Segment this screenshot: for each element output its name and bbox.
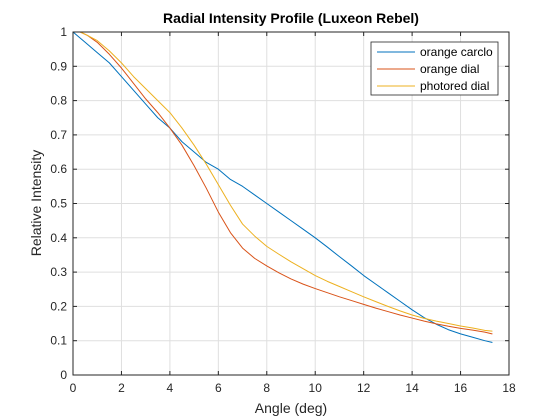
x-tick-label: 12 — [357, 381, 371, 395]
y-tick-label: 0.9 — [50, 59, 67, 73]
y-tick-label: 0.5 — [50, 197, 67, 211]
y-tick-label: 0.4 — [50, 231, 67, 245]
x-tick-label: 18 — [502, 381, 516, 395]
x-tick-label: 4 — [167, 381, 174, 395]
chart-title: Radial Intensity Profile (Luxeon Rebel) — [163, 10, 419, 26]
x-tick-label: 16 — [454, 381, 468, 395]
y-axis-label: Relative Intensity — [28, 150, 44, 257]
series-line-photored-dial — [72, 31, 493, 332]
legend-label: orange dial — [420, 62, 479, 76]
y-tick-label: 0.6 — [50, 162, 67, 176]
y-tick-label: 0.8 — [50, 94, 67, 108]
legend-label: orange carclo — [420, 45, 493, 59]
axis-ticks — [72, 31, 510, 376]
x-tick-label: 0 — [70, 381, 77, 395]
y-tick-label: 0.1 — [50, 334, 67, 348]
y-tick-label: 0.3 — [50, 265, 67, 279]
x-tick-label: 10 — [309, 381, 323, 395]
legend-label: photored dial — [420, 79, 489, 93]
y-tick-label: 1 — [60, 25, 67, 39]
legend-entries: orange carclo orange dial photored dial — [377, 45, 493, 93]
x-tick-label: 6 — [215, 381, 222, 395]
y-tick-labels: 0 0.1 0.2 0.3 0.4 0.5 0.6 0.7 0.8 0.9 1 — [50, 25, 67, 382]
x-axis-label: Angle (deg) — [255, 400, 327, 416]
x-tick-labels: 0 2 4 6 8 10 12 14 16 18 — [70, 381, 516, 395]
y-tick-label: 0.2 — [50, 299, 67, 313]
y-tick-label: 0 — [60, 368, 67, 382]
series-lines — [72, 31, 493, 343]
x-tick-label: 8 — [263, 381, 270, 395]
y-tick-label: 0.7 — [50, 128, 67, 142]
series-line-orange-dial — [72, 31, 493, 335]
x-tick-label: 2 — [118, 381, 125, 395]
legend: orange carclo orange dial photored dial — [370, 41, 499, 96]
x-tick-label: 14 — [405, 381, 419, 395]
